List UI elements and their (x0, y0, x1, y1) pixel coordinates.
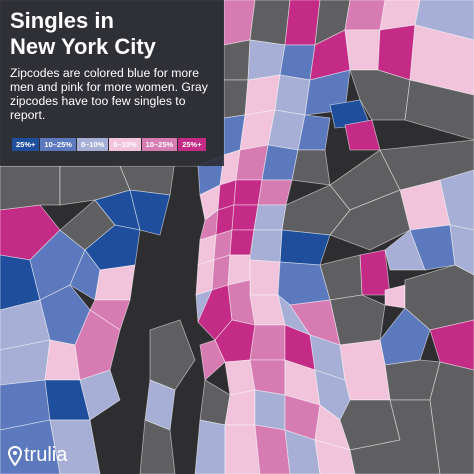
zipcode-region (314, 439, 356, 474)
zipcode-region (223, 79, 249, 119)
title-line-2: New York City (10, 34, 156, 59)
zipcode-region (129, 189, 171, 236)
zipcode-region (344, 29, 381, 71)
zipcode-region (247, 39, 286, 81)
zipcode-region (249, 0, 291, 46)
zipcode-region (279, 44, 316, 81)
zipcode-region (0, 165, 61, 211)
trulia-logo: trulia (8, 444, 67, 467)
zipcode-region (224, 424, 261, 474)
legend-swatch: 10–25% (40, 138, 76, 151)
zipcode-region (74, 309, 121, 381)
zipcode-region (94, 264, 136, 301)
title-line-1: Singles in (10, 8, 114, 33)
zipcode-region (249, 259, 281, 296)
logo-text: trulia (24, 444, 68, 466)
zipcode-region (429, 361, 474, 474)
zipcode-region (291, 149, 331, 186)
zipcode-region (359, 249, 391, 296)
zipcode-region (49, 419, 101, 474)
zipcode-region (449, 224, 474, 276)
zipcode-region (0, 419, 61, 474)
zipcode-region (139, 419, 176, 474)
zipcode-region (195, 259, 215, 296)
zipcode-region (194, 419, 226, 474)
map-subtitle: Zipcodes are colored blue for more men a… (10, 66, 208, 122)
legend-swatch: 25%+ (178, 138, 206, 151)
zipcode-region (329, 189, 411, 251)
zipcode-region (231, 204, 259, 231)
zipcode-region (253, 204, 287, 231)
legend-swatch: 10–25% (141, 138, 178, 151)
zipcode-region (284, 429, 321, 474)
legend-swatch: 0–10% (109, 138, 141, 151)
zipcode-region (404, 79, 474, 141)
legend-panel: Singles in New York City Zipcodes are co… (0, 0, 224, 166)
map-title: Singles in New York City (10, 8, 220, 60)
zipcode-region (223, 39, 251, 81)
zipcode-region (254, 389, 286, 431)
zipcode-region (409, 24, 474, 96)
zipcode-region (249, 324, 286, 361)
zipcode-region (233, 179, 263, 206)
zipcode-region (414, 0, 474, 41)
zipcode-region (249, 229, 283, 263)
legend-swatch: 0–10% (76, 138, 109, 151)
zipcode-region (344, 0, 386, 31)
zipcode-region (284, 0, 321, 46)
zipcode-region (429, 319, 474, 371)
zipcode-region (257, 179, 293, 206)
zipcode-region (254, 424, 291, 474)
zipcode-region (379, 139, 474, 191)
zipcode-region (274, 74, 311, 116)
zipcode-region (211, 254, 231, 291)
legend-scale: 25%+ 10–25% 0–10% 0–10% 10–25% 25%+ (12, 138, 206, 151)
legend-swatch: 25%+ (12, 138, 40, 151)
zipcode-region (149, 319, 196, 391)
zipcode-region (229, 229, 255, 256)
map-pin-icon (8, 445, 22, 466)
zipcode-region (261, 144, 299, 181)
zipcode-region (79, 369, 121, 421)
